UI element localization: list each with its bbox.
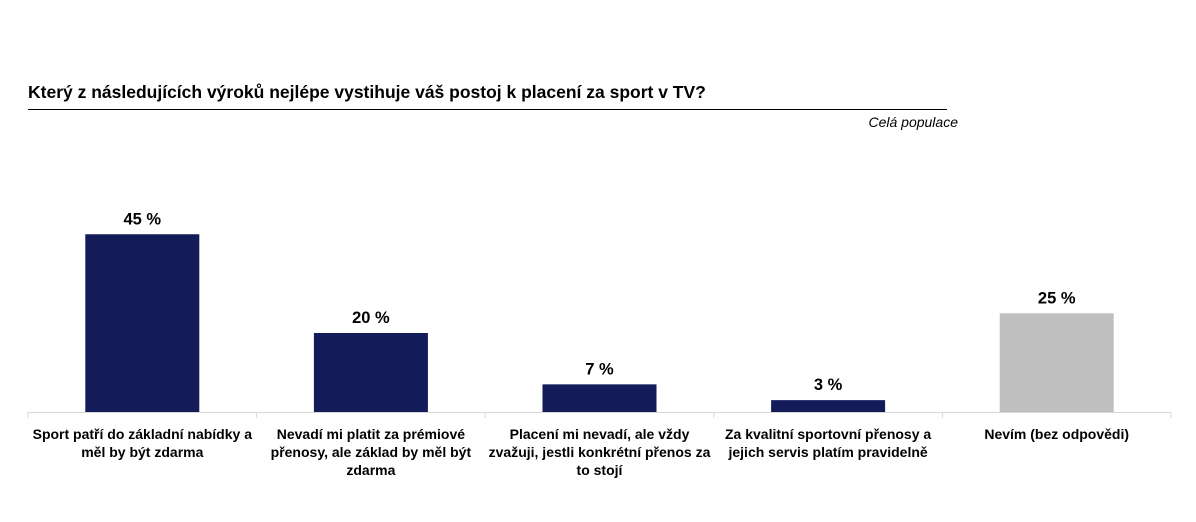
bar <box>313 333 428 412</box>
chart-title: Který z následujících výroků nejlépe vys… <box>28 82 706 102</box>
bar <box>771 400 886 412</box>
data-label: 20 % <box>352 309 390 327</box>
category-label: Za kvalitní sportovní přenosy a jejich s… <box>725 426 932 460</box>
category-label: Nevím (bez odpovědi) <box>984 426 1130 442</box>
category-label: Nevadí mi platit za prémiové přenosy, al… <box>270 426 472 478</box>
category-label: Placení mi nevadí, ale vždy zvažuji, jes… <box>488 426 711 478</box>
data-label: 25 % <box>1038 289 1076 307</box>
data-label: 45 % <box>123 210 161 228</box>
bar <box>85 234 200 412</box>
chart-subtitle: Celá populace <box>868 114 958 130</box>
category-label: Sport patří do základní nabídky a měl by… <box>32 426 252 460</box>
title-divider <box>28 109 947 110</box>
bar <box>999 313 1114 412</box>
data-label: 7 % <box>585 360 614 378</box>
bar <box>542 384 657 412</box>
data-label: 3 % <box>814 376 843 394</box>
